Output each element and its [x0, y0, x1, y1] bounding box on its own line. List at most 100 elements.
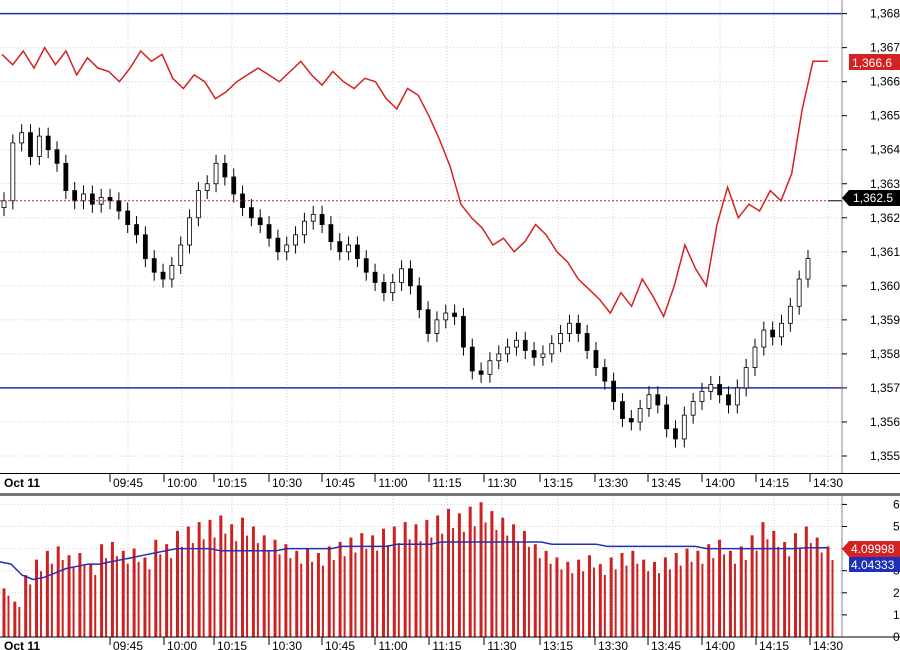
candle-body [301, 220, 307, 236]
price-x-tick-label: 11:15 [432, 476, 461, 490]
volume-bar [707, 544, 711, 637]
volume-bar [61, 559, 64, 637]
candle-body [673, 428, 678, 440]
candle-body [346, 244, 351, 253]
candle-body [257, 217, 263, 225]
volume-bar [755, 550, 758, 637]
candle-body [522, 339, 528, 351]
volume-bar [614, 569, 617, 637]
candle-body [310, 213, 316, 222]
price-x-tick-label: 10:00 [167, 476, 197, 490]
volume-bar [273, 539, 277, 637]
candle-body [770, 329, 776, 338]
volume-bar [658, 573, 661, 637]
volume-bar [343, 556, 346, 637]
price-y-tick-label: 1,361 [870, 245, 900, 259]
candle-body [231, 176, 237, 195]
price-grid [0, 0, 842, 473]
candle-body [461, 316, 466, 348]
volume-bar [733, 563, 736, 637]
volume-bar [679, 565, 682, 637]
volume-bar [397, 543, 400, 637]
candle-body [10, 142, 16, 202]
volume-average-line [0, 541, 828, 581]
candle-body [602, 367, 608, 382]
candle-body [416, 285, 422, 311]
volume-bar [798, 548, 801, 637]
volume-bar [809, 543, 812, 637]
volume-bar [50, 563, 53, 637]
volume-bar [159, 554, 162, 637]
volume-bar [197, 522, 201, 637]
panel-divider-top [0, 473, 900, 474]
price-x-tick-label: 13:30 [598, 476, 628, 490]
price-y-tick-label: 1,357 [870, 381, 900, 395]
price-y-axis: 1,368 1,367 1,366 1,365 1,364 1,363 1,362 1,361… [842, 7, 900, 463]
candle-body [690, 401, 696, 416]
volume-x-tick-label: 10:15 [217, 639, 247, 650]
volume-x-tick-label: 11:30 [487, 639, 516, 650]
price-plot-area [0, 0, 842, 473]
price-panel: 1,368 1,367 1,366 1,365 1,364 1,363 1,362 1,361… [0, 0, 900, 473]
price-x-tick-label: 11:30 [487, 476, 516, 490]
red-series-line [1, 46, 828, 319]
volume-bar [7, 595, 10, 637]
volume-bar [267, 550, 270, 637]
volume-bar [631, 550, 635, 637]
candle-body [779, 322, 784, 338]
volume-bar [251, 526, 255, 637]
volume-bar [224, 533, 227, 637]
volume-bar [571, 573, 574, 637]
candle-body [787, 305, 793, 324]
volume-x-axis: Oct 11 09:45 10:00 10:15 10:30 10:45 11:00 11:1… [0, 636, 900, 650]
price-y-tick-label: 1,362 [870, 211, 900, 225]
volume-bar [647, 571, 650, 637]
volume-tags: 4.09998 4.04333 [842, 541, 900, 572]
volume-bar [512, 524, 516, 637]
volume-bar [78, 553, 82, 637]
price-x-date-label: Oct 11 [4, 476, 40, 490]
volume-bar [522, 530, 526, 637]
volume-bar [186, 526, 190, 637]
candle-body [28, 132, 33, 157]
candle-body [337, 241, 343, 253]
volume-bar [457, 513, 461, 637]
volume-bar [306, 548, 310, 637]
volume-bar [820, 552, 823, 637]
volume-bar [501, 517, 505, 637]
candle-body [107, 196, 113, 202]
candle-body [496, 353, 502, 362]
volume-bar [18, 606, 21, 637]
volume-bar [544, 550, 548, 637]
average-value-text: 4.04333 [851, 558, 895, 572]
volume-bar [289, 558, 292, 637]
volume-bar [766, 539, 769, 637]
volume-bar [386, 544, 389, 637]
volume-bar [468, 506, 472, 637]
price-y-tick-label: 1,358 [870, 347, 900, 361]
volume-bar [788, 556, 791, 637]
volume-x-tick-label: 10:30 [272, 639, 302, 650]
candle-body [372, 271, 378, 283]
candle-body [319, 213, 325, 225]
volume-bar [360, 533, 364, 637]
volume-bar [72, 567, 75, 637]
candle-body [655, 394, 661, 406]
candle-body [734, 387, 740, 406]
candle-body [363, 258, 369, 273]
price-y-tick-label: 1,363 [870, 177, 900, 191]
candle-body [558, 333, 564, 345]
volume-bar [45, 550, 49, 637]
price-x-tick-label: 14:00 [705, 476, 735, 490]
volume-bar [783, 541, 787, 637]
price-x-tick-label: 13:15 [543, 476, 573, 490]
candle-body [425, 309, 431, 334]
volume-bar [338, 541, 342, 637]
volume-bar [13, 601, 17, 637]
price-x-tick-label: 10:15 [217, 476, 247, 490]
volume-bar [115, 556, 118, 637]
volume-value-text: 4.09998 [851, 542, 895, 556]
volume-bar [311, 561, 314, 637]
price-x-tick-label: 10:45 [325, 476, 355, 490]
volume-bar [701, 563, 704, 637]
